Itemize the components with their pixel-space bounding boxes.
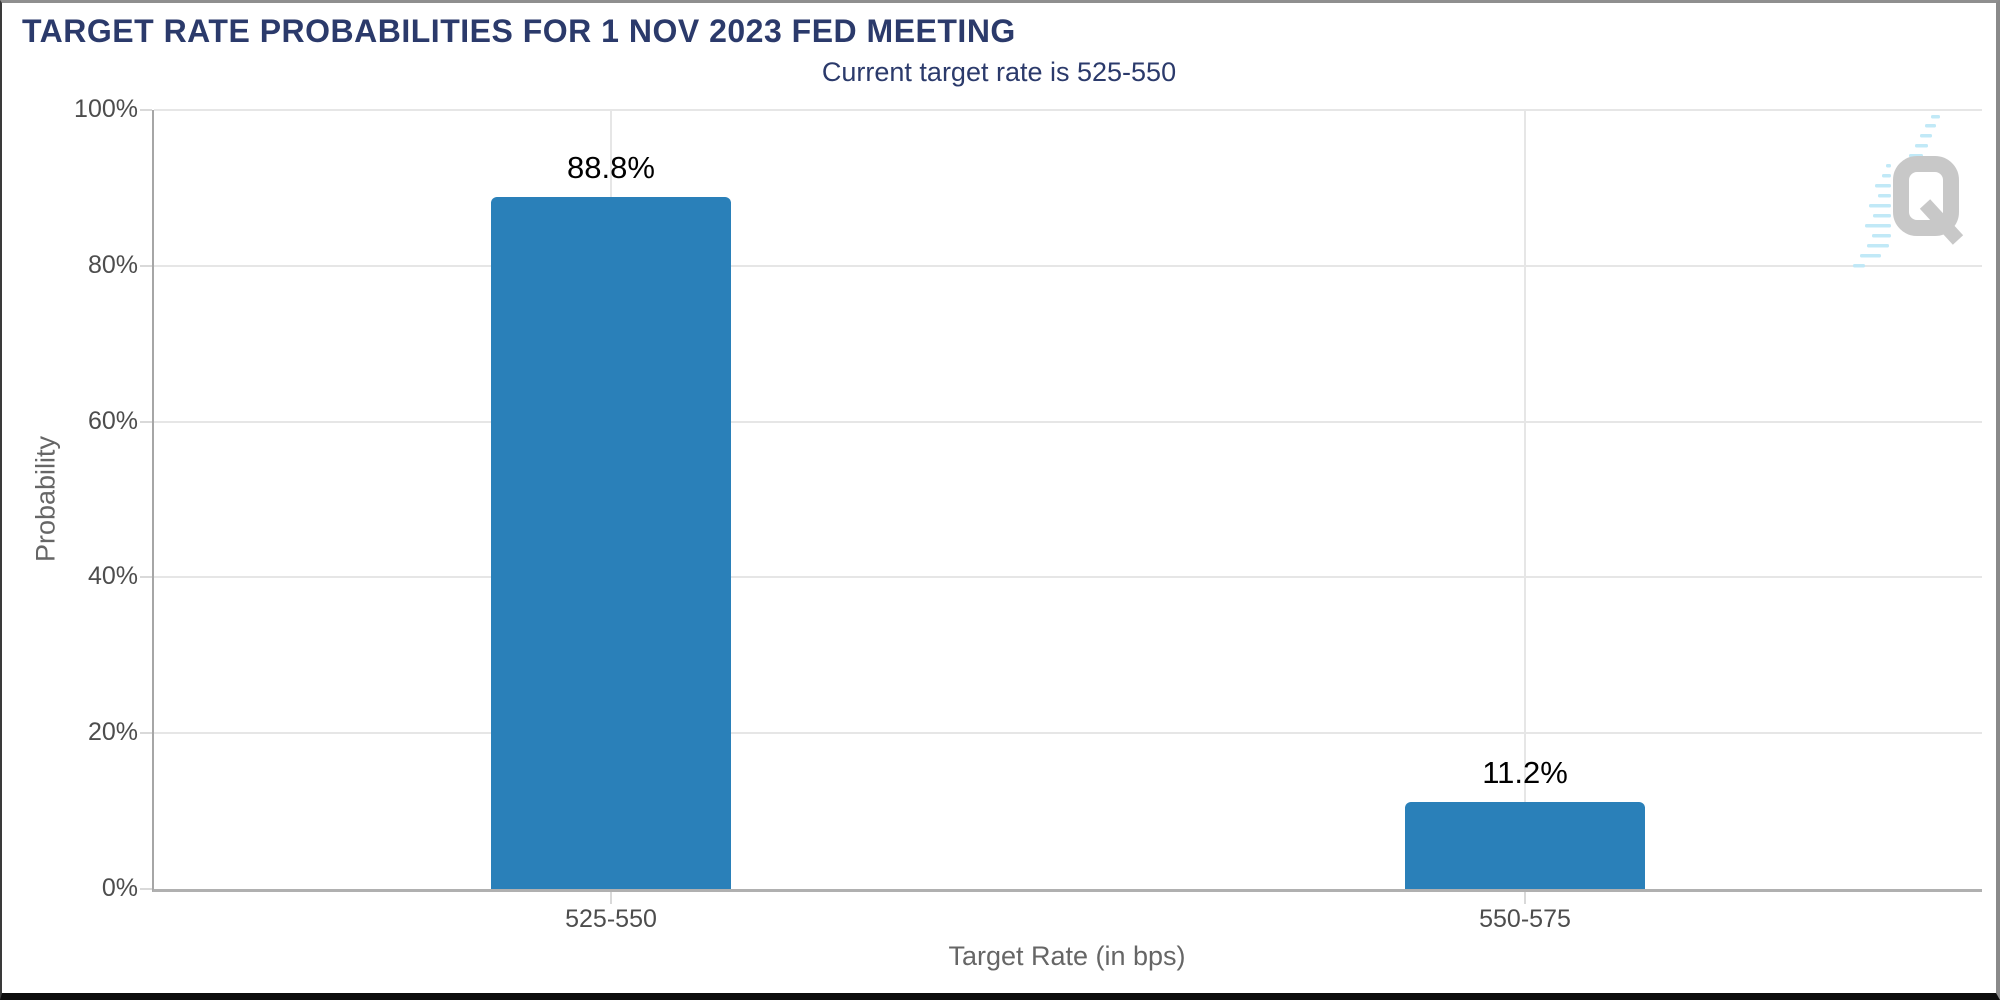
- watermark-stripe: [1867, 244, 1889, 248]
- y-axis-tick: [140, 732, 152, 735]
- x-axis-tick: [610, 892, 612, 904]
- y-axis-tick: [140, 888, 152, 890]
- y-axis-tick-label: 0%: [101, 874, 138, 902]
- x-axis-tick: [1524, 892, 1526, 904]
- watermark-stripe: [1853, 264, 1865, 268]
- y-axis-tick-label: 20%: [87, 718, 138, 747]
- watermark-stripe: [1872, 234, 1891, 238]
- quikstrike-q-logo-watermark: [1853, 115, 1964, 268]
- watermark-stripe: [1886, 164, 1891, 168]
- bar-value-label: 88.8%: [567, 150, 655, 186]
- watermark-stripe: [1882, 174, 1891, 178]
- watermark-stripe: [1878, 194, 1891, 198]
- y-axis-tick-label: 100%: [74, 95, 138, 123]
- watermark-stripe: [1925, 124, 1936, 128]
- y-axis-tick: [140, 264, 152, 267]
- gridline-horizontal: [154, 109, 1982, 111]
- chart-title: TARGET RATE PROBABILITIES FOR 1 NOV 2023…: [22, 13, 1016, 49]
- watermark-stripe: [1865, 224, 1891, 228]
- x-axis-title: Target Rate (in bps): [948, 941, 1186, 971]
- probability-bar: [491, 197, 731, 889]
- watermark-stripe: [1860, 254, 1881, 258]
- y-axis-tick: [140, 109, 152, 111]
- watermark-stripe: [1869, 204, 1891, 208]
- watermark-stripe: [1931, 115, 1940, 119]
- watermark-stripe: [1915, 144, 1928, 148]
- y-axis-tick-label: 80%: [87, 250, 138, 279]
- watermark-stripes: [1853, 115, 1940, 268]
- gridline-horizontal: [154, 264, 1982, 267]
- x-axis-tick-label: 550-575: [1479, 905, 1571, 933]
- probability-bar: [1405, 801, 1645, 889]
- watermark-stripe: [1873, 214, 1891, 218]
- gridline-horizontal: [154, 420, 1982, 423]
- plot-area: 0% 20% 40% 60% 80% 100% 88.8% 525-550 11.2% 550-5…: [74, 97, 1982, 932]
- y-axis-title: Probability: [30, 435, 61, 563]
- y-axis-tick-label: 40%: [87, 562, 138, 591]
- gridline-vertical: [1524, 110, 1526, 889]
- y-axis-tick: [140, 576, 152, 579]
- x-axis-tick-label: 525-550: [565, 905, 657, 933]
- y-axis-tick: [140, 420, 152, 423]
- q-letter-tail: [1919, 199, 1964, 245]
- watermark-stripe: [1875, 184, 1891, 188]
- chart-subtitle: Current target rate is 525-550: [821, 57, 1177, 87]
- gridline-horizontal: [154, 576, 1982, 579]
- gridline-horizontal: [154, 732, 1982, 735]
- bar-value-label: 11.2%: [1482, 754, 1568, 790]
- y-axis-tick-label: 60%: [87, 406, 138, 435]
- watermark-stripe: [1920, 134, 1932, 138]
